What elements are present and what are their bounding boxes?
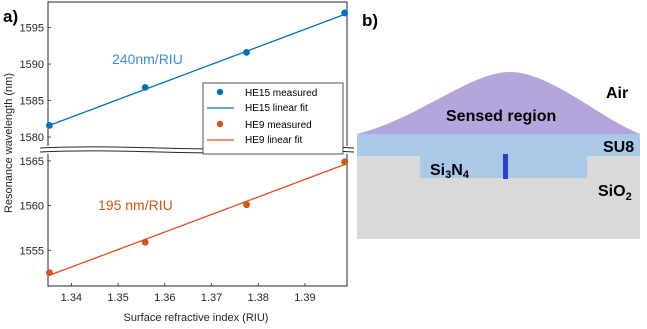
legend-label-he9-fit: HE9 linear fit — [245, 135, 302, 146]
x-tick-label: 1.37 — [201, 292, 222, 304]
legend-box — [202, 82, 344, 155]
panel-b-label: b) — [362, 11, 378, 30]
si3n4-label-sub3: 3 — [445, 169, 451, 181]
y-upper-tick-label: 1585 — [20, 96, 44, 108]
sio2-label-base: SiO — [598, 183, 626, 200]
y-upper-tick-label: 1595 — [20, 23, 44, 35]
legend-label-he15-fit: HE15 linear fit — [245, 103, 308, 114]
legend-label-he15-measured: HE15 measured — [245, 88, 317, 99]
si3n4-label-si: Si — [430, 162, 445, 179]
y-upper-tick-label: 1580 — [20, 132, 44, 144]
sio2-label: SiO2 — [598, 183, 632, 203]
y-axis-label: Resonance wavelength (nm) — [3, 73, 15, 213]
core-marker — [503, 154, 508, 179]
he15-linear-fit-line — [49, 13, 345, 126]
legend: HE15 measured HE15 linear fit HE9 measur… — [202, 82, 344, 155]
y-upper-tick-label: 1590 — [20, 59, 44, 71]
sensed-region-label: Sensed region — [446, 108, 556, 125]
legend-marker-he9-measured — [216, 120, 224, 128]
he15-measured-point — [46, 121, 53, 129]
sio2-label-sub: 2 — [626, 191, 632, 203]
si3n4-label-n: N — [451, 162, 463, 179]
x-tick-label: 1.38 — [248, 292, 269, 304]
legend-marker-he15-measured — [216, 88, 224, 96]
he9-linear-fit-line — [49, 163, 345, 276]
su8-layer — [357, 134, 640, 156]
he9-measured-point — [243, 201, 250, 209]
x-tick-label: 1.34 — [61, 292, 82, 304]
y-lower-tick-label: 1555 — [20, 245, 44, 257]
waveguide-cross-section: Air Sensed region SU8 Si3N4 SiO2 — [357, 72, 640, 239]
y-lower-tick-label: 1560 — [20, 201, 44, 213]
su8-label: SU8 — [603, 139, 634, 156]
si3n4-label-sub4: 4 — [463, 169, 470, 181]
air-label: Air — [606, 85, 628, 102]
he9-measured-point — [341, 158, 349, 166]
plot-area: 1.34 1.35 1.36 1.37 1.38 1.39 1580 1585 1590 1595… — [3, 1, 355, 324]
sensed-region-shape — [357, 72, 640, 134]
lower-axes-box — [47, 151, 348, 287]
x-tick-label: 1.39 — [294, 292, 315, 304]
legend-label-he9-measured: HE9 measured — [245, 120, 312, 131]
he15-sensitivity-annotation: 240nm/RIU — [112, 51, 183, 67]
x-axis-label: Surface refractive index (RIU) — [124, 312, 269, 324]
si3n4-label: Si3N4 — [430, 162, 470, 181]
he9-sensitivity-annotation: 195 nm/RIU — [98, 197, 173, 213]
y-lower-tick-label: 1565 — [20, 156, 44, 168]
x-tick-label: 1.36 — [154, 292, 175, 304]
panel-a-label: a) — [3, 7, 18, 26]
x-tick-label: 1.35 — [107, 292, 128, 304]
